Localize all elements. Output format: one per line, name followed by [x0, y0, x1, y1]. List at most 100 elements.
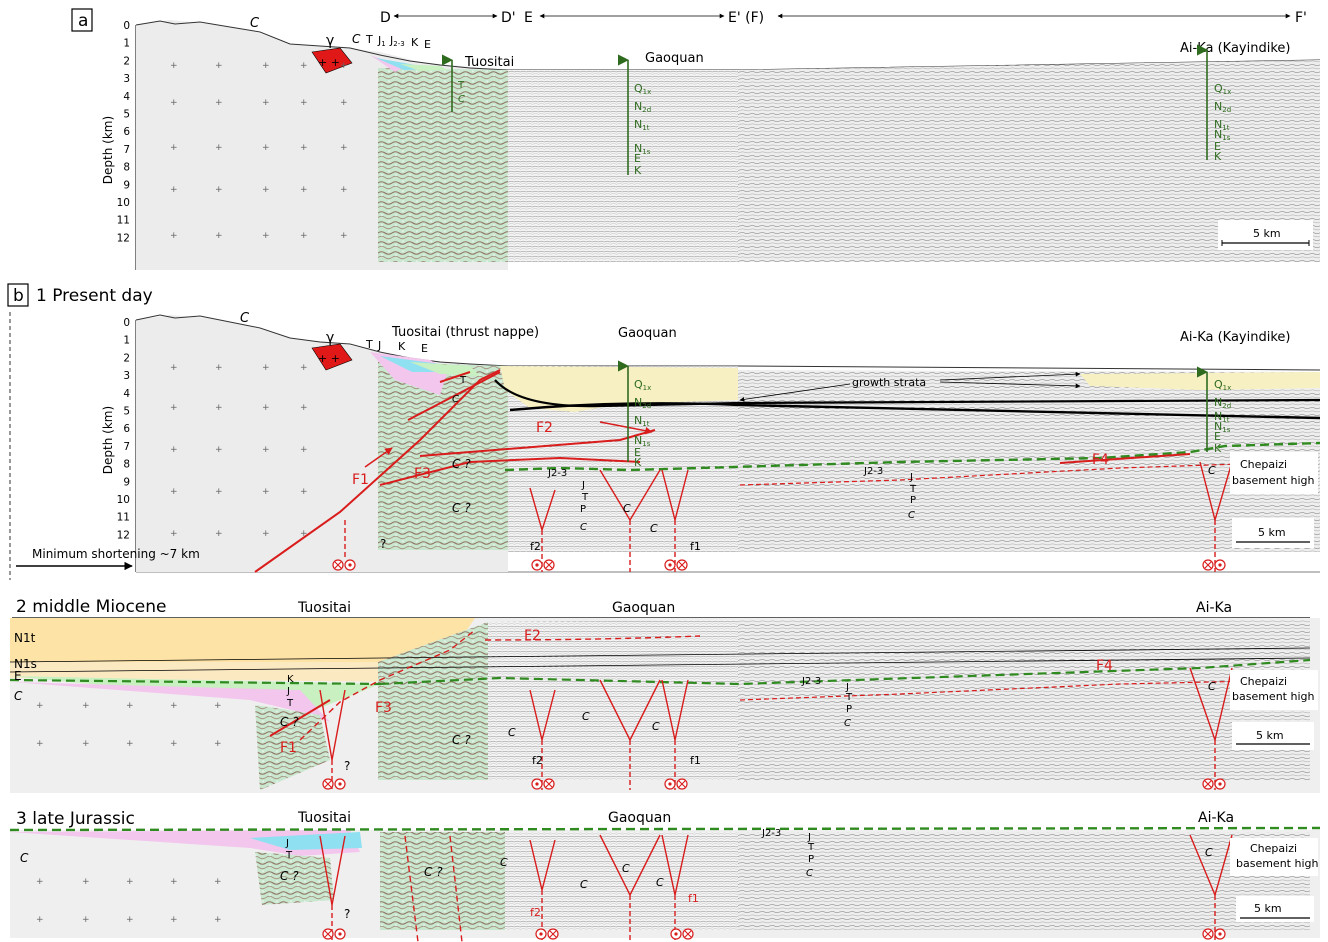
b2-c-4: C [652, 720, 660, 733]
basement-plus: + [36, 877, 44, 887]
b1-cq-2: C ? [452, 501, 471, 515]
basement-plus: + [262, 487, 270, 497]
b2-scale-label: 5 km [1256, 729, 1284, 742]
b2-question: ? [344, 759, 350, 773]
well-tuositai: T C [441, 54, 465, 112]
well-unit-label: E [634, 446, 641, 459]
basement-plus: + [36, 701, 44, 711]
basement-plus: + [170, 98, 178, 108]
shortening-label: Minimum shortening ~7 km [32, 547, 200, 561]
basement-plus: + [82, 739, 90, 749]
well-unit-label: K [634, 456, 642, 469]
b1-j23: J2-3 [547, 468, 567, 479]
depth-tick-label: 8 [123, 162, 130, 174]
basement-plus: + [262, 363, 270, 373]
basement-plus: + [300, 445, 308, 455]
b2-t: T [286, 698, 294, 709]
basement-plus: + [340, 61, 348, 71]
depth-tick-label: 11 [117, 512, 130, 524]
b3-question: ? [344, 907, 350, 921]
basement-plus: + [214, 739, 222, 749]
b2-place-aika: Ai-Ka [1196, 600, 1232, 616]
basement-plus: + [300, 363, 308, 373]
b3-p: P [808, 854, 814, 865]
seismic-thrust-image [378, 68, 508, 262]
basement-plus: + [300, 185, 308, 195]
basement-plus: + [170, 529, 178, 539]
basement-plus: + [170, 877, 178, 887]
basement-plus: + [215, 445, 223, 455]
b1-unit-e: E [421, 342, 428, 355]
green-wedge [400, 64, 448, 71]
panel-letter-b: b [13, 286, 24, 306]
panel-b1-title: 1 Present day [36, 286, 153, 306]
b3-c-6: C [1205, 846, 1213, 859]
b2-f2-small: f2 [532, 754, 543, 767]
basement-plus: + [215, 403, 223, 413]
basement-plus: + [262, 98, 270, 108]
depth-tick-label: 6 [123, 126, 130, 138]
well-unit-label: E [1214, 430, 1221, 443]
seismic-image-aika [738, 60, 1320, 262]
basement-plus: + [262, 143, 270, 153]
b2-basement-high: basement high [1232, 690, 1314, 703]
b2-k: K [287, 674, 294, 685]
b1-place-aika: Ai-Ka (Kayindike) [1180, 330, 1290, 345]
well-unit-label: E [1214, 140, 1221, 153]
strike-slip-symbols-b2 [322, 778, 1226, 790]
unit-c-label: C [250, 16, 260, 31]
basement-plus: + [126, 739, 134, 749]
b3-f2-small: f2 [530, 906, 541, 919]
depth-tick-label: 1 [123, 38, 130, 50]
b1-well-c: C [452, 394, 459, 405]
panel-b3-title: 3 late Jurassic [16, 809, 135, 829]
depth-axis-label: Depth (km) [101, 116, 115, 184]
basement-plus: + [340, 143, 348, 153]
growth-strata-label: growth strata [852, 376, 926, 389]
seismic-image-gaoquan [508, 70, 738, 262]
basement-plus: + [300, 61, 308, 71]
faults-b1 [254, 369, 656, 573]
b3-c: C [20, 851, 29, 865]
b2-j: J [286, 686, 290, 697]
b3-place-tuositai: Tuositai [297, 810, 351, 826]
fault-f2-small: f2 [530, 540, 541, 553]
depth-tick-label: 12 [117, 529, 130, 541]
svg-text:T: T [457, 80, 465, 91]
b1-unit-gamma: γ [326, 330, 334, 346]
basement-plus: + [170, 487, 178, 497]
n1t-fill [10, 618, 475, 662]
unit-j23-label: J2-3 [389, 34, 405, 48]
strike-slip-symbols-b3 [322, 928, 1226, 940]
b1-c: C [580, 522, 587, 533]
b3-basement-high: basement high [1236, 857, 1318, 870]
depth-tick-label: 0 [123, 20, 130, 32]
basement-plus: + [82, 701, 90, 711]
granite-body [311, 47, 353, 74]
b2-f3: F3 [375, 700, 392, 716]
b2-t-b: T [845, 692, 853, 703]
well-unit-label: K [1214, 442, 1222, 455]
basement-plus-marks-b3: + + + + + + + + + + [36, 877, 222, 925]
b1-p: P [580, 504, 586, 515]
depth-tick-label: 11 [117, 215, 130, 227]
basement-plus: + [170, 701, 178, 711]
place-aika: Ai-Ka (Kayindike) [1180, 41, 1290, 56]
section-label-e: E [524, 10, 533, 26]
basement-plus: + [170, 739, 178, 749]
depth-tick-label: 4 [123, 388, 130, 400]
growth-strata-fill-gaoquan [500, 366, 738, 412]
b2-cq: C ? [280, 715, 299, 729]
b2-c: C [14, 689, 23, 703]
section-label-f-prime: F' [1295, 10, 1307, 26]
basement-plus: + [170, 363, 178, 373]
depth-tick-label: 6 [123, 423, 130, 435]
unit-c2-label: C [352, 32, 361, 46]
fault-f1-label: F1 [352, 472, 369, 488]
svg-text:C: C [458, 94, 465, 105]
basement-plus: + [170, 915, 178, 925]
